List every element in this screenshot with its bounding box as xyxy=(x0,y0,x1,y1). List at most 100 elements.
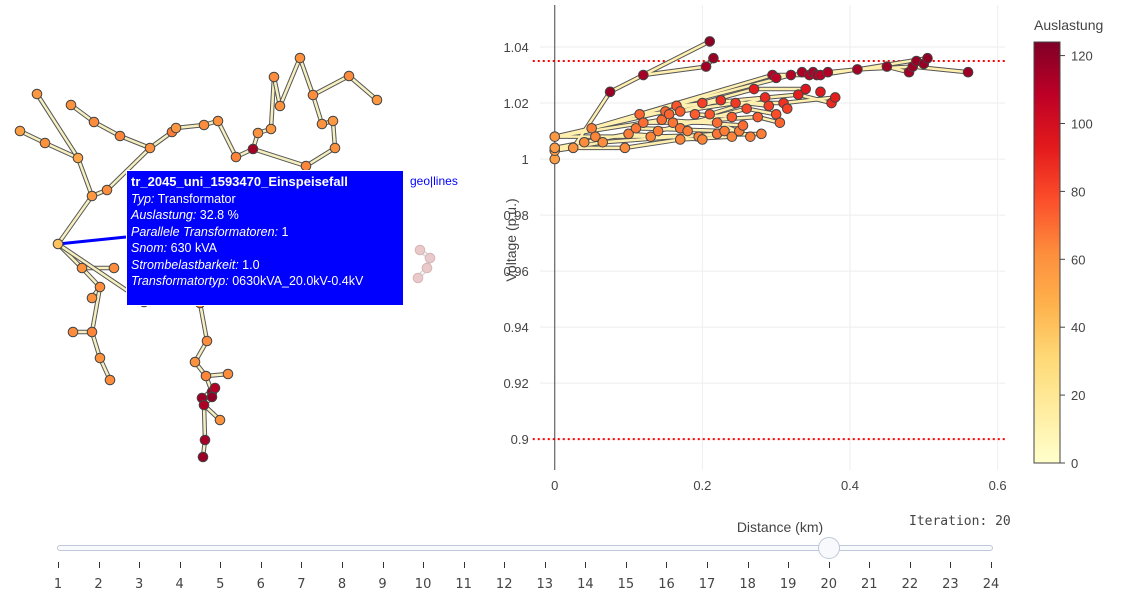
slider-step-3[interactable]: 3 xyxy=(134,577,144,592)
slider-step-11[interactable]: 11 xyxy=(455,577,472,592)
network-node xyxy=(424,252,436,264)
bus-point xyxy=(604,86,616,98)
slider-step-20[interactable]: 20 xyxy=(820,577,837,592)
bus-point xyxy=(623,128,634,140)
network-node xyxy=(144,142,156,154)
network-line xyxy=(216,120,238,158)
bus-point xyxy=(726,131,738,142)
slider-step-16[interactable]: 16 xyxy=(658,577,675,592)
network-node xyxy=(94,352,106,364)
bus-point xyxy=(674,134,686,145)
slider-tick xyxy=(179,562,181,568)
tooltip-row-snom: Snom: 630 kVA xyxy=(131,240,399,257)
slider-step-7[interactable]: 7 xyxy=(297,577,306,592)
x-tick-label: 0 xyxy=(551,478,558,493)
bus-point xyxy=(586,122,597,134)
slider-step-2[interactable]: 2 xyxy=(94,577,103,592)
slider-handle[interactable] xyxy=(817,537,840,559)
slider-step-9[interactable]: 9 xyxy=(378,577,387,592)
bus-point xyxy=(674,106,686,117)
bus-point xyxy=(737,120,749,131)
bus-point xyxy=(763,100,775,112)
bus-point xyxy=(745,131,756,142)
network-line xyxy=(348,75,378,101)
tooltip-title: tr_2045_uni_1593470_Einspeisefall xyxy=(131,174,348,189)
network-node xyxy=(212,115,224,127)
network-line xyxy=(90,286,102,333)
slider-step-4[interactable]: 4 xyxy=(175,577,184,592)
colorbar-tick-label: 40 xyxy=(1071,320,1085,335)
colorbar-tick-label: 0 xyxy=(1071,456,1078,471)
colorbar-gradient xyxy=(1033,41,1061,464)
slider-step-1[interactable]: 1 xyxy=(53,577,63,592)
bus-point xyxy=(741,103,752,114)
slider-step-17[interactable]: 17 xyxy=(698,577,716,592)
network-node xyxy=(201,335,213,347)
slider-rail[interactable] xyxy=(57,545,993,551)
slider-step-5[interactable]: 5 xyxy=(216,577,225,592)
network-node xyxy=(294,52,306,64)
network-node xyxy=(104,374,116,386)
tooltip-row-trafotype: Transformatortyp: 0630kVA_20.0kV-0.4kV xyxy=(131,273,399,290)
line-segment xyxy=(719,98,771,108)
slider-step-15[interactable]: 15 xyxy=(617,577,635,592)
network-node xyxy=(316,118,328,130)
bus-point xyxy=(638,69,649,81)
network-node xyxy=(76,262,88,274)
network-line xyxy=(305,146,336,168)
network-node xyxy=(94,281,106,293)
line-segment xyxy=(701,87,756,105)
x-tick-label: 0.6 xyxy=(989,478,1007,493)
bus-point xyxy=(800,83,812,95)
bus-point xyxy=(770,72,782,84)
network-node xyxy=(343,70,355,82)
slider-step-8[interactable]: 8 xyxy=(337,577,347,592)
slider-step-12[interactable]: 12 xyxy=(495,577,513,592)
slider-step-23[interactable]: 23 xyxy=(942,577,959,592)
bus-point xyxy=(730,97,741,109)
bus-point xyxy=(719,125,730,137)
slider-step-24[interactable]: 24 xyxy=(982,577,1000,592)
network-line xyxy=(44,141,79,160)
network-node xyxy=(252,127,264,139)
bus-point xyxy=(704,36,716,47)
slider-tick xyxy=(747,562,749,568)
bus-point xyxy=(667,117,679,128)
tooltip-row-parallel: Parallele Transformatoren: 1 xyxy=(131,224,399,241)
slider-tick xyxy=(341,562,343,568)
slider-step-21[interactable]: 21 xyxy=(861,577,878,592)
network-node xyxy=(274,100,286,112)
slider-tick xyxy=(220,562,222,568)
bus-point xyxy=(774,117,786,128)
slider-step-22[interactable]: 22 xyxy=(901,577,919,592)
slider-step-10[interactable]: 10 xyxy=(414,577,432,592)
bus-point xyxy=(922,52,933,64)
slider-step-18[interactable]: 18 xyxy=(739,577,756,592)
network-node xyxy=(65,99,77,111)
tooltip-label: Transformatortyp: xyxy=(131,274,229,288)
slider-step-13[interactable]: 13 xyxy=(536,577,554,592)
network-node xyxy=(327,115,339,127)
colorbar-tick-label: 100 xyxy=(1071,116,1093,131)
tooltip-label: Auslastung: xyxy=(131,208,197,222)
network-node xyxy=(209,382,221,394)
network-node xyxy=(198,119,210,131)
slider-tick xyxy=(139,562,141,568)
colorbar-tick-label: 20 xyxy=(1071,388,1085,403)
network-map xyxy=(14,52,436,463)
hover-tooltip: tr_2045_uni_1593470_Einspeisefall Typ: T… xyxy=(126,170,404,306)
network-line xyxy=(278,57,302,107)
line-segment xyxy=(642,65,708,77)
slider-tick xyxy=(869,562,871,568)
tooltip-value: 1.0 xyxy=(238,257,260,272)
slider-step-6[interactable]: 6 xyxy=(256,577,265,592)
tooltip-label: Typ: xyxy=(131,191,155,206)
network-node xyxy=(86,190,98,202)
slider-tick xyxy=(504,562,506,568)
slider-step-19[interactable]: 19 xyxy=(779,577,797,592)
network-node xyxy=(114,130,126,142)
network-node xyxy=(268,71,280,83)
bus-point xyxy=(708,52,719,64)
slider-step-14[interactable]: 14 xyxy=(577,577,594,592)
